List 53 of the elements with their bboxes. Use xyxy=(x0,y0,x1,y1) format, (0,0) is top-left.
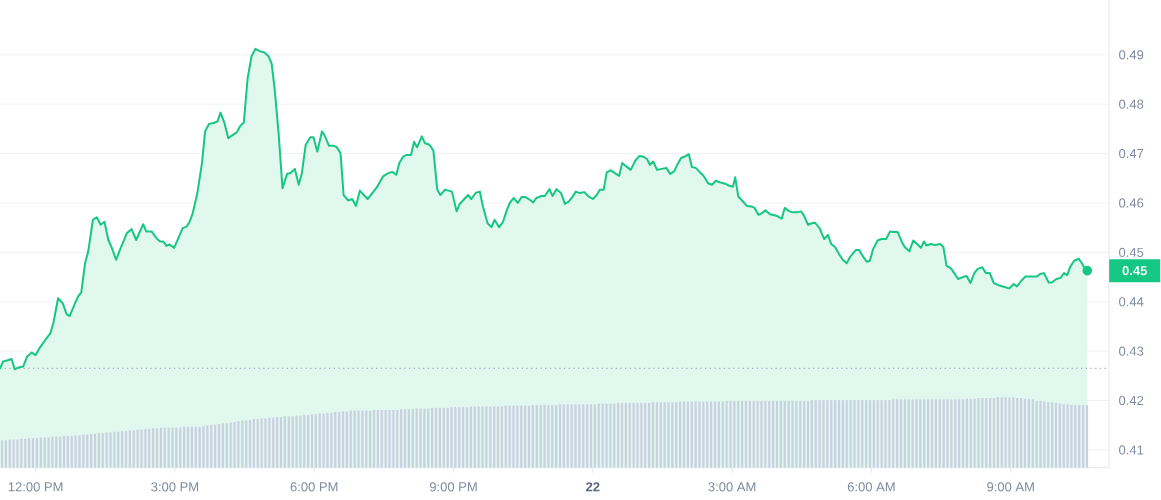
bar xyxy=(961,399,965,468)
y-tick-label: 0.46 xyxy=(1119,198,1144,208)
x-tick-label: 9:00 AM xyxy=(987,482,1034,492)
bar xyxy=(1054,402,1058,468)
bar xyxy=(558,404,562,468)
y-tick-label: 0.44 xyxy=(1119,297,1144,307)
y-tick-label: 0.48 xyxy=(1119,99,1144,109)
bar xyxy=(186,426,190,468)
x-tick-label: 22 xyxy=(586,482,600,492)
bar xyxy=(1023,398,1027,468)
bar xyxy=(93,433,97,468)
bar xyxy=(62,436,66,468)
bar xyxy=(372,409,376,468)
bar xyxy=(620,402,624,468)
bar xyxy=(341,411,345,468)
bar xyxy=(465,407,469,468)
bar xyxy=(651,402,655,468)
bar xyxy=(868,400,872,468)
bar xyxy=(899,399,903,468)
bar xyxy=(279,417,283,468)
bar xyxy=(682,401,686,468)
y-tick-label: 0.43 xyxy=(1119,346,1144,356)
y-tick-label: 0.49 xyxy=(1119,50,1144,60)
bar xyxy=(124,431,128,468)
y-tick-label: 0.45 xyxy=(1119,247,1144,257)
bar xyxy=(589,404,593,468)
bar xyxy=(713,401,717,468)
x-tick-label: 3:00 AM xyxy=(708,482,756,492)
bar xyxy=(155,428,159,468)
bar xyxy=(775,400,779,468)
bar xyxy=(496,406,500,468)
bar xyxy=(930,399,934,468)
bar xyxy=(992,397,996,468)
bar xyxy=(0,440,4,468)
bar xyxy=(310,414,314,468)
bar xyxy=(248,419,252,468)
x-tick-label: 12:00 PM xyxy=(8,482,63,492)
bar xyxy=(434,407,438,468)
x-tick-label: 6:00 AM xyxy=(847,482,895,492)
bar xyxy=(31,438,35,468)
y-tick-label: 0.47 xyxy=(1119,148,1144,159)
bar xyxy=(217,424,221,468)
y-tick-label: 0.41 xyxy=(1119,445,1144,455)
x-tick-label: 3:00 PM xyxy=(151,482,199,492)
x-tick-label: 9:00 PM xyxy=(429,482,477,492)
bar xyxy=(837,400,841,468)
bar xyxy=(806,400,810,468)
bar xyxy=(1085,405,1089,468)
bar xyxy=(527,405,531,468)
bar xyxy=(744,400,748,468)
x-tick-label: 6:00 PM xyxy=(290,482,338,492)
y-tick-label: 0.42 xyxy=(1119,395,1144,406)
bar xyxy=(403,409,407,468)
